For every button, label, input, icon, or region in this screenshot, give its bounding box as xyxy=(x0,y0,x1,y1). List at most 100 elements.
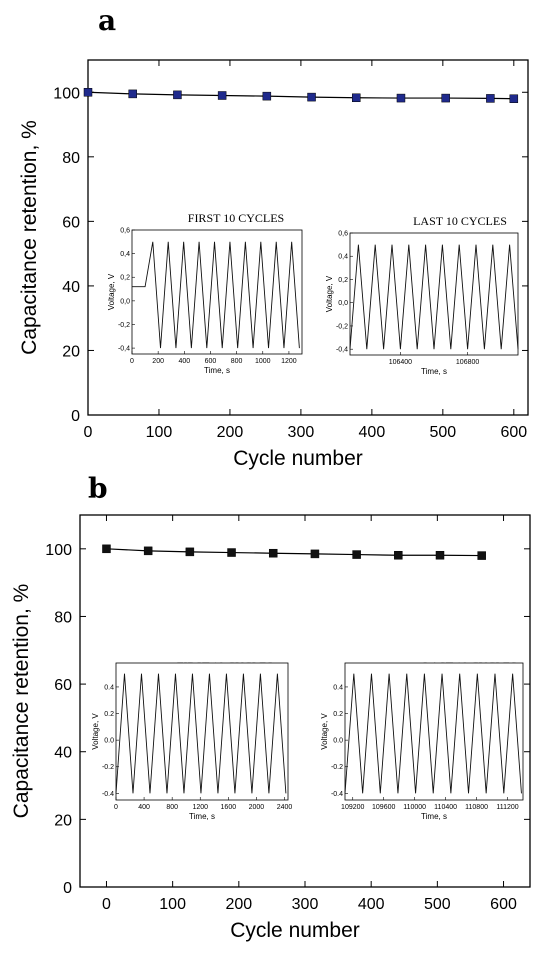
data-point xyxy=(394,550,403,560)
inset-y-tick-label: 0.4 xyxy=(333,684,343,691)
inset-y-tick-label: -0,2 xyxy=(118,322,130,329)
inset-y-tick-label: -0.2 xyxy=(331,764,343,771)
x-tick-label: 300 xyxy=(288,424,315,441)
inset-x-tick-label: 1600 xyxy=(221,804,237,811)
x-tick-label: 200 xyxy=(217,424,244,441)
data-point xyxy=(185,547,195,557)
inset-x-tick-label: 106800 xyxy=(456,359,479,366)
inset-x-tick-label: 1000 xyxy=(255,358,271,365)
x-tick-label: 100 xyxy=(146,424,173,441)
inset-y-tick-label: -0,4 xyxy=(118,346,130,353)
inset-x-tick-label: 400 xyxy=(178,358,190,365)
y-tick-label: 40 xyxy=(54,745,72,762)
x-tick-label: 600 xyxy=(490,896,517,913)
x-tick-label: 0 xyxy=(84,424,93,441)
data-point xyxy=(102,544,111,554)
y-axis-title: Capacitance retention, % xyxy=(18,120,41,355)
y-tick-label: 100 xyxy=(45,542,72,559)
data-point xyxy=(128,89,137,99)
inset-y-axis-title: Voltage, V xyxy=(91,713,100,750)
inset-x-tick-label: 109200 xyxy=(341,804,364,811)
inset-voltage-trace xyxy=(115,673,287,794)
inset-y-tick-label: 0,6 xyxy=(338,231,348,238)
y-tick-label: 0 xyxy=(63,880,72,897)
panel-a: a 0 100 200 300 400 500 600 0 20 40 60 80 100 Cycle nu… xyxy=(18,4,529,470)
x-tick-label: 400 xyxy=(359,424,386,441)
inset-x-tick-label: 0 xyxy=(130,358,134,365)
data-point xyxy=(310,549,320,559)
inset-plot: FIRST 10 CYCLES04008001200160020002400-0… xyxy=(91,659,292,821)
inset-voltage-trace xyxy=(132,241,300,349)
data-point xyxy=(268,548,278,558)
data-point xyxy=(83,88,93,97)
panel-label: b xyxy=(88,472,108,505)
inset-y-tick-label: 0,4 xyxy=(120,251,130,258)
inset-y-tick-label: 0,0 xyxy=(338,300,348,307)
series-line xyxy=(106,548,482,557)
inset-frame xyxy=(131,229,303,355)
x-axis-title: Cycle number xyxy=(233,447,363,470)
data-point xyxy=(307,92,316,102)
inset-y-tick-label: 0.4 xyxy=(104,684,114,691)
inset-x-tick-label: 110400 xyxy=(434,804,457,811)
inset-x-axis-title: Time, s xyxy=(189,812,215,821)
y-tick-label: 20 xyxy=(54,812,72,829)
panel-label: a xyxy=(98,4,116,37)
inset-x-tick-label: 400 xyxy=(138,804,150,811)
inset-x-tick-label: 0 xyxy=(114,804,118,811)
inset-x-tick-label: 111200 xyxy=(496,804,518,811)
inset-y-axis-title: Voltage, V xyxy=(107,273,116,310)
inset-y-tick-label: -0.2 xyxy=(102,764,114,771)
y-tick-label: 80 xyxy=(54,609,72,626)
y-tick-label: 20 xyxy=(62,343,80,360)
data-point xyxy=(396,93,406,103)
inset-voltage-trace xyxy=(344,673,522,794)
inset-y-tick-label: -0.4 xyxy=(102,791,114,798)
inset-x-tick-label: 109600 xyxy=(372,804,395,811)
inset-title: FIRST 10 CYCLES xyxy=(188,211,284,225)
data-point xyxy=(143,546,153,556)
inset-y-tick-label: 0.2 xyxy=(104,711,114,718)
panel-b: b 0 100 200 300 400 500 600 0 20 40 60 80 100 Cycle nu… xyxy=(10,472,531,942)
inset-y-tick-label: 0,6 xyxy=(120,228,130,235)
x-tick-label: 100 xyxy=(159,896,186,913)
data-point xyxy=(352,550,361,559)
inset-x-tick-label: 110800 xyxy=(465,804,488,811)
inset-frame xyxy=(349,232,519,356)
inset-voltage-trace xyxy=(349,244,519,350)
inset-x-tick-label: 1200 xyxy=(281,358,297,365)
inset-y-tick-label: -0.4 xyxy=(331,791,343,798)
inset-x-tick-label: 800 xyxy=(231,358,243,365)
inset-y-axis-title: Voltage, V xyxy=(325,275,334,312)
y-axis-title: Capacitance retention, % xyxy=(10,584,33,819)
inset-y-tick-label: 0.2 xyxy=(333,711,343,718)
inset-x-tick-label: 106400 xyxy=(389,359,412,366)
data-point xyxy=(262,91,272,101)
inset-y-tick-label: -0,2 xyxy=(336,323,348,330)
data-point xyxy=(227,548,236,557)
inset-x-tick-label: 800 xyxy=(166,804,178,811)
y-tick-label: 40 xyxy=(62,279,80,296)
inset-x-tick-label: 1200 xyxy=(192,804,208,811)
data-point xyxy=(435,550,445,560)
data-point xyxy=(352,93,361,103)
inset-x-tick-label: 600 xyxy=(205,358,217,365)
x-tick-label: 200 xyxy=(225,896,252,913)
inset-x-axis-title: Time, s xyxy=(204,366,230,375)
y-tick-label: 80 xyxy=(62,150,80,167)
plot-frame xyxy=(87,59,529,416)
inset-x-tick-label: 200 xyxy=(152,358,164,365)
x-axis-title: Cycle number xyxy=(230,919,360,942)
inset-y-tick-label: 0,0 xyxy=(120,298,130,305)
inset-x-tick-label: 2000 xyxy=(249,804,265,811)
x-tick-label: 400 xyxy=(358,896,385,913)
data-point xyxy=(441,93,450,103)
y-tick-label: 60 xyxy=(54,677,72,694)
x-tick-label: 300 xyxy=(292,896,319,913)
data-point xyxy=(477,551,486,560)
y-tick-label: 0 xyxy=(71,408,80,425)
series-line xyxy=(87,91,514,100)
y-tick-label: 100 xyxy=(53,85,80,102)
x-tick-label: 500 xyxy=(429,424,456,441)
